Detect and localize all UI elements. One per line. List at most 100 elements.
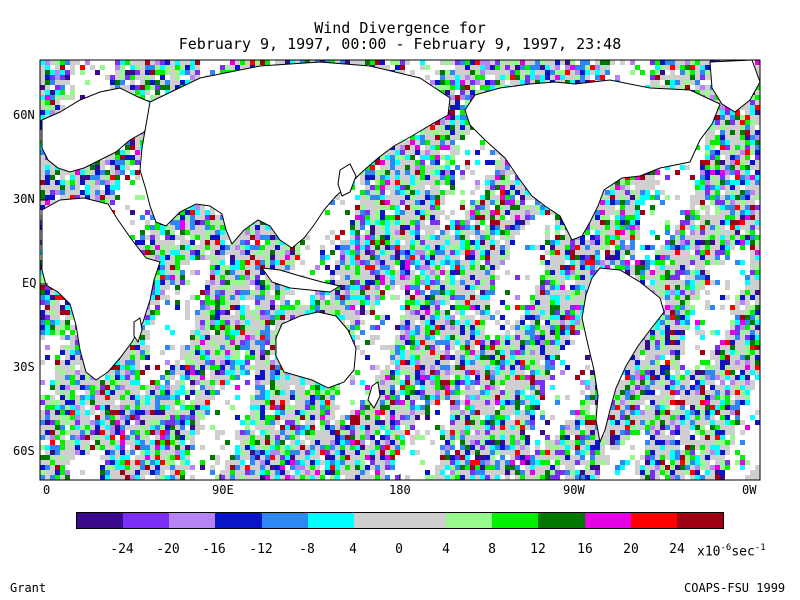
divergence-cell [630, 60, 635, 65]
divergence-cell [725, 175, 730, 180]
divergence-cell [490, 275, 495, 280]
divergence-cell [40, 200, 45, 205]
divergence-cell [150, 70, 155, 75]
divergence-cell [125, 175, 130, 180]
divergence-cell [585, 60, 590, 65]
divergence-cell [380, 255, 385, 260]
divergence-cell [585, 260, 590, 265]
divergence-cell [375, 280, 380, 285]
divergence-cell [595, 225, 600, 230]
divergence-cell [495, 275, 500, 280]
divergence-cell [750, 205, 755, 210]
divergence-cell [180, 255, 185, 260]
divergence-cell [425, 165, 430, 170]
divergence-cell [210, 260, 215, 265]
divergence-cell [125, 155, 130, 160]
divergence-cell [710, 145, 715, 150]
divergence-cell [685, 270, 690, 275]
divergence-cell [540, 65, 545, 70]
divergence-cell [155, 280, 160, 285]
divergence-cell [160, 265, 165, 270]
divergence-cell [105, 180, 110, 185]
divergence-cell [75, 195, 80, 200]
divergence-cell [725, 145, 730, 150]
divergence-cell [480, 230, 485, 235]
divergence-cell [745, 120, 750, 125]
divergence-cell [500, 225, 505, 230]
divergence-cell [95, 190, 100, 195]
divergence-cell [125, 150, 130, 155]
divergence-cell [720, 230, 725, 235]
divergence-cell [485, 185, 490, 190]
divergence-cell [410, 240, 415, 245]
divergence-cell [360, 265, 365, 270]
divergence-cell [745, 105, 750, 110]
divergence-cell [745, 135, 750, 140]
divergence-cell [220, 275, 225, 280]
divergence-cell [360, 240, 365, 245]
divergence-cell [145, 225, 150, 230]
divergence-cell [500, 60, 505, 65]
divergence-cell [260, 60, 265, 65]
divergence-cell [420, 135, 425, 140]
divergence-cell [165, 245, 170, 250]
divergence-cell [460, 135, 465, 140]
divergence-cell [155, 235, 160, 240]
divergence-cell [445, 245, 450, 250]
divergence-cell [600, 60, 605, 65]
divergence-cell [190, 235, 195, 240]
divergence-cell [635, 185, 640, 190]
divergence-cell [610, 185, 615, 190]
divergence-cell [755, 90, 760, 95]
divergence-cell [335, 260, 340, 265]
divergence-cell [60, 185, 65, 190]
divergence-cell [495, 260, 500, 265]
divergence-cell [350, 255, 355, 260]
divergence-cell [420, 150, 425, 155]
divergence-cell [415, 190, 420, 195]
divergence-cell [430, 195, 435, 200]
divergence-cell [170, 70, 175, 75]
divergence-cell [110, 160, 115, 165]
divergence-cell [735, 130, 740, 135]
divergence-cell [655, 195, 660, 200]
divergence-cell [705, 235, 710, 240]
divergence-cell [505, 190, 510, 195]
divergence-cell [425, 200, 430, 205]
divergence-cell [120, 65, 125, 70]
divergence-cell [550, 245, 555, 250]
divergence-cell [130, 60, 135, 65]
divergence-cell [465, 80, 470, 85]
divergence-cell [750, 145, 755, 150]
divergence-cell [40, 160, 45, 165]
divergence-cell [40, 275, 45, 280]
divergence-cell [435, 195, 440, 200]
divergence-cell [140, 215, 145, 220]
divergence-cell [210, 270, 215, 275]
divergence-cell [110, 170, 115, 175]
divergence-cell [705, 195, 710, 200]
divergence-cell [690, 195, 695, 200]
divergence-cell [460, 275, 465, 280]
divergence-cell [575, 240, 580, 245]
divergence-cell [365, 270, 370, 275]
divergence-cell [385, 225, 390, 230]
divergence-cell [195, 75, 200, 80]
divergence-cell [625, 215, 630, 220]
divergence-cell [730, 185, 735, 190]
divergence-cell [215, 220, 220, 225]
divergence-cell [560, 275, 565, 280]
divergence-cell [560, 235, 565, 240]
divergence-cell [555, 260, 560, 265]
divergence-cell [575, 270, 580, 275]
divergence-cell [130, 65, 135, 70]
divergence-cell [430, 125, 435, 130]
divergence-cell [645, 175, 650, 180]
divergence-cell [370, 280, 375, 285]
divergence-cell [95, 165, 100, 170]
divergence-cell [645, 275, 650, 280]
divergence-cell [735, 110, 740, 115]
divergence-cell [415, 225, 420, 230]
divergence-cell [40, 95, 45, 100]
divergence-cell [485, 65, 490, 70]
